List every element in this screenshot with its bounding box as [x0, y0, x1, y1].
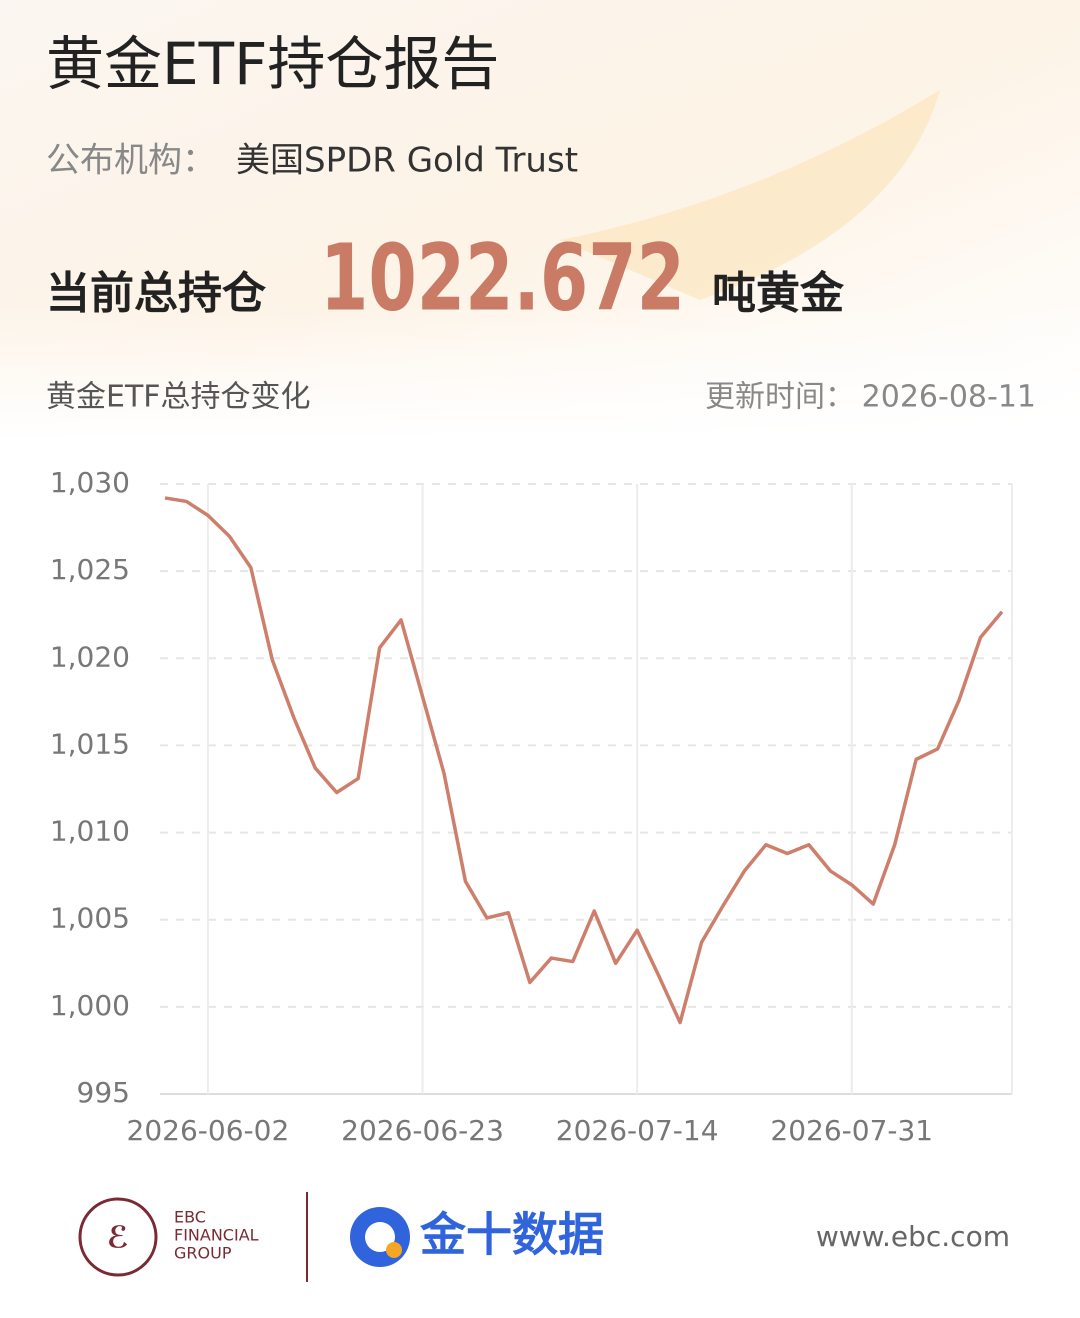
data-line — [164, 496, 1004, 1025]
x-tick-label: 2026-06-23 — [341, 1114, 504, 1147]
header-fade — [0, 300, 1080, 440]
decor-swoosh — [560, 90, 940, 300]
ebc-text: GROUP — [174, 1244, 232, 1263]
website: www.ebc.com — [816, 1220, 1010, 1253]
update-date: 2026-08-11 — [862, 380, 1036, 415]
holding-value: 1022.672 — [320, 224, 685, 331]
x-tick-label: 2026-06-02 — [127, 1114, 290, 1147]
holding-label: 当前总持仓 — [46, 268, 267, 319]
update-label: 更新时间： — [705, 380, 855, 415]
jin10-logo-dot — [386, 1242, 402, 1258]
y-tick-label: 1,015 — [50, 727, 130, 760]
y-tick-label: 1,000 — [50, 989, 130, 1022]
brand: 金十数据 — [419, 1208, 604, 1262]
y-tick-label: 1,030 — [50, 466, 130, 499]
publisher-label: 公布机构： — [46, 141, 216, 181]
y-tick-label: 995 — [77, 1076, 130, 1109]
y-tick-label: 1,005 — [50, 902, 130, 935]
jin10-logo-inner — [365, 1222, 395, 1252]
chart-title: 黄金ETF总持仓变化 — [46, 380, 311, 415]
ebc-text: EBC — [174, 1208, 206, 1227]
x-tick-label: 2026-07-14 — [556, 1114, 719, 1147]
ebc-logo-glyph: ℰ — [107, 1221, 129, 1256]
chart: 995 1,000 1,005 1,010 1,015 1,020 1,025 1,030 20… — [50, 466, 1013, 1147]
ebc-text: FINANCIAL — [174, 1226, 259, 1245]
y-tick-label: 1,025 — [50, 553, 130, 586]
holding-unit: 吨黄金 — [712, 268, 845, 319]
publisher: 美国SPDR Gold Trust — [236, 141, 578, 181]
ebc-logo — [78, 1197, 158, 1277]
y-tick-label: 1,010 — [50, 815, 130, 848]
y-tick-label: 1,020 — [50, 640, 130, 673]
x-tick-label: 2026-07-31 — [770, 1114, 933, 1147]
title: 黄金ETF持仓报告 — [46, 30, 499, 98]
